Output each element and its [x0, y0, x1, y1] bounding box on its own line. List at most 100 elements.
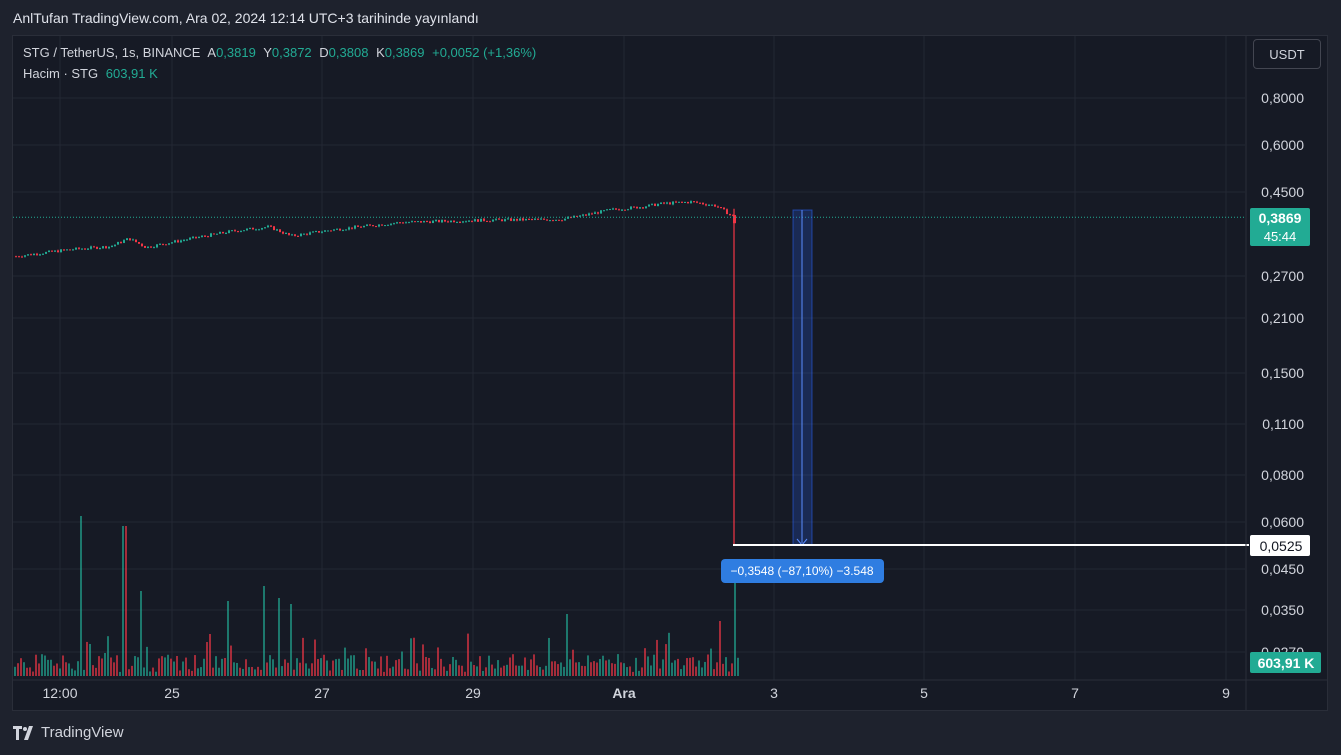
- price-axis-label: 0,8000: [1261, 90, 1304, 106]
- candle-body: [480, 218, 482, 222]
- volume-bar: [155, 671, 157, 676]
- candle-body: [51, 250, 53, 252]
- candle-body: [675, 201, 677, 203]
- candle-body: [510, 218, 512, 221]
- candle-body: [408, 222, 410, 224]
- volume-legend: Hacim · STG 603,91 K: [23, 66, 162, 81]
- candle-body: [699, 202, 701, 204]
- candle-body: [516, 218, 518, 221]
- volume-bar: [554, 661, 556, 676]
- volume-bar: [452, 656, 454, 676]
- volume-label[interactable]: Hacim · STG: [23, 66, 99, 81]
- volume-bar: [317, 659, 319, 676]
- volume-bar: [290, 604, 292, 676]
- candle-body: [219, 231, 221, 234]
- volume-bar: [269, 655, 271, 676]
- time-axis-label: 9: [1222, 685, 1230, 701]
- candle-body: [237, 231, 239, 233]
- candle-body: [300, 233, 302, 237]
- candle-body: [162, 243, 164, 245]
- candle-body: [54, 250, 56, 252]
- volume-bar: [449, 664, 451, 676]
- time-axis-label: Ara: [612, 685, 636, 701]
- candle-body: [615, 208, 617, 210]
- candle-body: [711, 204, 713, 206]
- candle-body: [438, 220, 440, 223]
- volume-bar: [215, 656, 217, 676]
- candle-body: [453, 220, 455, 223]
- volume-bar: [464, 671, 466, 676]
- candle-body: [285, 233, 287, 235]
- candle-body: [201, 235, 203, 237]
- volume-bar: [185, 657, 187, 676]
- candle-body: [645, 206, 647, 209]
- volume-bar: [398, 659, 400, 676]
- candle-body: [180, 240, 182, 243]
- volume-bar: [587, 655, 589, 676]
- candle-body: [114, 244, 116, 247]
- candle-body: [546, 219, 548, 221]
- volume-bar: [482, 670, 484, 676]
- volume-bar: [341, 669, 343, 676]
- volume-bar: [320, 658, 322, 676]
- candle-body: [678, 201, 680, 203]
- candle-body: [147, 246, 149, 248]
- volume-bar: [476, 666, 478, 676]
- symbol-label[interactable]: STG / TetherUS, 1s, BINANCE: [23, 45, 201, 60]
- time-axis-label: 27: [314, 685, 330, 701]
- candle-body: [171, 242, 173, 244]
- candle-body: [183, 240, 185, 242]
- volume-bar: [137, 657, 139, 676]
- candle-body: [75, 247, 77, 250]
- volume-bar: [413, 637, 415, 676]
- candle-body: [45, 251, 47, 254]
- volume-bar: [44, 655, 46, 676]
- volume-bar: [233, 662, 235, 676]
- volume-bar: [647, 656, 649, 676]
- volume-value: 603,91 K: [105, 66, 158, 81]
- volume-bar: [644, 648, 646, 676]
- volume-bar: [254, 669, 256, 676]
- candle-body: [489, 221, 491, 223]
- volume-bar: [632, 671, 634, 676]
- candle-body: [381, 224, 383, 226]
- price-axis-label: 0,6000: [1261, 137, 1304, 153]
- candle-body: [702, 203, 704, 205]
- candle-body: [588, 213, 590, 216]
- volume-bar: [581, 665, 583, 676]
- volume-bar: [32, 671, 34, 676]
- currency-button[interactable]: USDT: [1253, 39, 1321, 69]
- candle-body: [432, 220, 434, 223]
- candle-body: [327, 230, 329, 232]
- volume-bar: [53, 665, 55, 676]
- measure-price-badge-value: 0,0525: [1260, 538, 1303, 554]
- volume-bar: [347, 658, 349, 676]
- candle-body: [435, 220, 437, 222]
- volume-bar: [305, 663, 307, 676]
- candle-body: [27, 254, 29, 256]
- volume-bar: [59, 668, 61, 676]
- volume-bar: [734, 561, 736, 676]
- volume-bar: [140, 591, 142, 676]
- volume-bar: [533, 654, 535, 676]
- footer-brand[interactable]: TradingView: [13, 724, 124, 741]
- measure-price-badge: [1250, 535, 1310, 556]
- volume-bar: [512, 654, 514, 676]
- volume-bar: [653, 654, 655, 676]
- volume-bar: [401, 651, 403, 676]
- candle-body: [477, 219, 479, 222]
- candle-body: [429, 221, 431, 223]
- candle-body: [396, 222, 398, 224]
- candle-body: [282, 232, 284, 234]
- candle-body: [186, 239, 188, 241]
- candle-body: [609, 209, 611, 211]
- volume-bar: [263, 586, 265, 676]
- candle-body: [165, 244, 167, 246]
- volume-bar: [149, 671, 151, 676]
- volume-bar: [95, 667, 97, 676]
- time-axis-label: 25: [164, 685, 180, 701]
- volume-bar: [659, 668, 661, 676]
- candle-body: [726, 209, 728, 215]
- candle-body: [723, 207, 725, 210]
